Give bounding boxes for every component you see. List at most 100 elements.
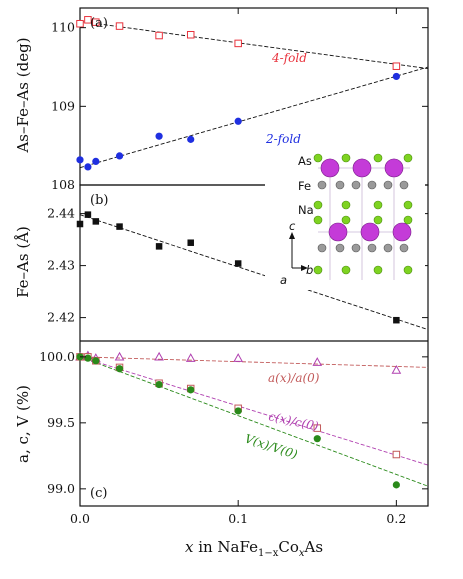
legend-c-ratio: c(x)/c(0) bbox=[267, 409, 320, 433]
na-atom-0-2 bbox=[373, 153, 383, 163]
point-1-0-7 bbox=[393, 316, 400, 324]
ytick-label-2-0: 99.0 bbox=[47, 481, 75, 496]
as-atom-0-1 bbox=[352, 158, 372, 178]
na-atom-2-1 bbox=[341, 215, 351, 225]
na-atom-3-3 bbox=[403, 265, 413, 275]
xlabel-co: Co bbox=[278, 538, 299, 556]
point-2-2-4 bbox=[155, 380, 163, 389]
point-2-2-5 bbox=[187, 386, 195, 394]
point-2-2-6 bbox=[234, 407, 242, 415]
fit-line-2-2 bbox=[79, 356, 429, 487]
fit-line-1-0 bbox=[79, 214, 429, 330]
na-atom-2-0 bbox=[313, 215, 323, 225]
fe-atom-0-3 bbox=[367, 180, 377, 190]
fe-atom-1-4 bbox=[383, 243, 393, 253]
legend-2fold: 2-fold bbox=[265, 132, 301, 146]
ytick-label-2-2: 100.0 bbox=[39, 349, 75, 364]
point-0-1-1 bbox=[84, 163, 92, 171]
point-0-0-7 bbox=[392, 62, 401, 70]
xlabel-subx: x bbox=[299, 548, 305, 559]
point-2-0-6 bbox=[233, 353, 244, 362]
ytick-label-1-0: 2.42 bbox=[47, 310, 75, 325]
as-atom-0-2 bbox=[384, 158, 404, 178]
ylabel-a: As–Fe–As (deg) bbox=[14, 37, 32, 153]
fe-atom-0-1 bbox=[335, 180, 345, 190]
xtick-label-0: 0.0 bbox=[70, 511, 90, 526]
na-atom-3-0 bbox=[313, 265, 323, 275]
point-2-2-2 bbox=[92, 357, 100, 365]
ytick-label-1-1: 2.43 bbox=[47, 258, 75, 273]
xlabel-sub: 1−x bbox=[258, 548, 279, 559]
fe-atom-0-2 bbox=[351, 180, 361, 190]
na-atom-0-3 bbox=[403, 153, 413, 163]
point-1-0-1 bbox=[84, 211, 92, 218]
point-2-0-5 bbox=[185, 353, 196, 362]
point-0-1-3 bbox=[115, 152, 124, 160]
point-0-0-4 bbox=[155, 31, 163, 40]
fe-atom-1-2 bbox=[351, 243, 361, 253]
point-2-0-8 bbox=[391, 365, 402, 374]
fe-atom-1-5 bbox=[399, 243, 409, 253]
panel-label-b: (b) bbox=[90, 193, 108, 208]
xlabel-in: in NaFe bbox=[193, 538, 258, 556]
xtick-label-2: 0.2 bbox=[386, 511, 406, 526]
ytick-label-1-2: 2.44 bbox=[47, 206, 75, 221]
as-atom-1-2 bbox=[392, 222, 412, 242]
xlabel-as: As bbox=[304, 538, 324, 556]
na-atom-2-3 bbox=[403, 215, 413, 225]
label-na: Na bbox=[298, 203, 314, 217]
fit-line-2-0 bbox=[79, 356, 429, 368]
fit-line-0-1 bbox=[79, 66, 429, 169]
ytick-label-0-1: 109 bbox=[51, 98, 75, 113]
point-0-1-7 bbox=[392, 72, 400, 81]
point-2-1-7 bbox=[313, 424, 322, 432]
point-1-0-4 bbox=[155, 243, 163, 250]
xtick-label-1: 0.1 bbox=[228, 511, 248, 526]
point-0-0-0 bbox=[76, 19, 84, 28]
label-c: c bbox=[289, 219, 296, 233]
axis-b-arrowhead bbox=[301, 265, 308, 271]
legend-a-ratio: a(x)/a(0) bbox=[268, 371, 320, 385]
point-2-2-8 bbox=[392, 481, 400, 489]
na-atom-0-1 bbox=[341, 153, 351, 163]
fe-atom-0-0 bbox=[317, 180, 327, 190]
fe-atom-1-0 bbox=[317, 243, 327, 253]
fe-atom-1-1 bbox=[335, 243, 345, 253]
point-1-0-0 bbox=[76, 220, 84, 228]
point-2-1-8 bbox=[392, 450, 401, 459]
xlabel: x in NaFe1−xCoxAs bbox=[185, 538, 323, 559]
point-2-0-3 bbox=[114, 351, 125, 361]
na-atom-3-1 bbox=[341, 265, 351, 275]
point-0-0-6 bbox=[234, 39, 242, 48]
fit-line-0-0 bbox=[79, 20, 429, 70]
label-as: As bbox=[298, 154, 312, 168]
point-0-0-2 bbox=[92, 18, 100, 26]
na-atom-2-2 bbox=[373, 215, 383, 225]
as-atom-1-1 bbox=[360, 222, 380, 242]
label-a: a bbox=[280, 273, 287, 287]
point-2-2-7 bbox=[313, 435, 321, 443]
panel-bc-frame bbox=[79, 184, 429, 507]
legend-4fold: 4-fold bbox=[271, 51, 307, 65]
point-1-0-3 bbox=[116, 223, 123, 230]
point-1-0-2 bbox=[92, 218, 100, 225]
na-atom-0-0 bbox=[313, 153, 323, 163]
as-atom-0-0 bbox=[320, 158, 340, 178]
panel-label-c: (c) bbox=[90, 486, 107, 501]
na-atom-3-2 bbox=[373, 265, 383, 275]
ytick-label-2-1: 99.5 bbox=[47, 415, 75, 430]
na-atom-1-3 bbox=[403, 200, 413, 210]
fit-line-2-1 bbox=[79, 356, 429, 466]
na-atom-1-0 bbox=[313, 200, 323, 210]
point-2-0-4 bbox=[154, 351, 164, 361]
point-0-0-5 bbox=[186, 30, 195, 39]
fe-atom-0-5 bbox=[399, 180, 409, 190]
point-2-2-3 bbox=[115, 365, 124, 373]
point-1-0-6 bbox=[234, 260, 242, 267]
panel-label-a: (a) bbox=[90, 16, 108, 31]
point-0-1-6 bbox=[234, 117, 242, 125]
xlabel-x: x bbox=[185, 538, 194, 556]
crystal-structure-image: As Fe Na c a b bbox=[265, 150, 425, 290]
fe-atom-0-4 bbox=[383, 180, 393, 190]
label-fe: Fe bbox=[298, 179, 311, 193]
